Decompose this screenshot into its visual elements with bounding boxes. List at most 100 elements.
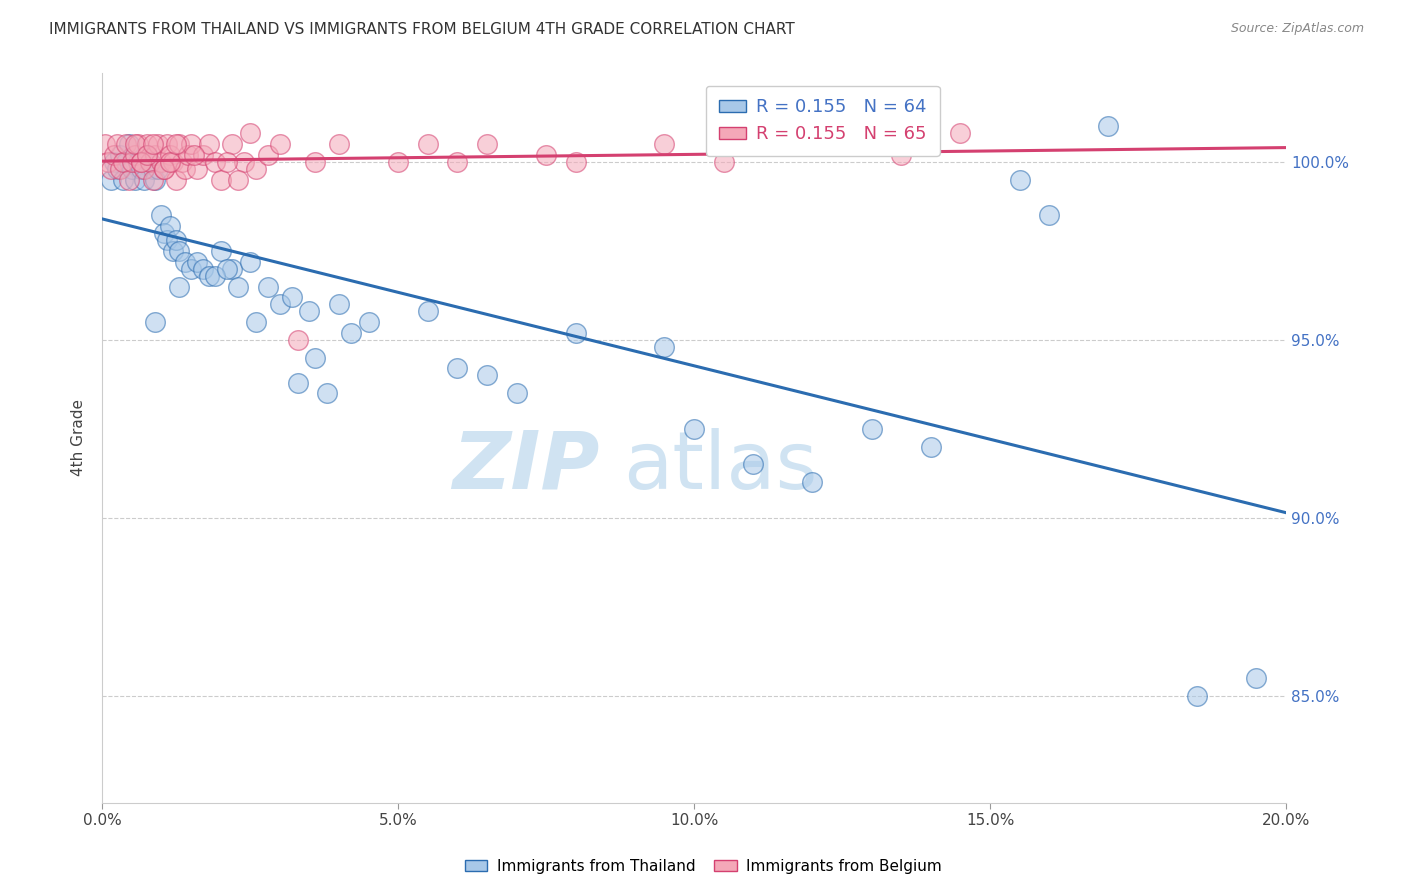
Point	[156, 137, 179, 152]
Point	[115, 137, 138, 152]
Point	[801, 475, 824, 490]
Point	[186, 254, 208, 268]
Point	[228, 279, 250, 293]
Point	[111, 155, 134, 169]
Point	[742, 458, 765, 472]
Point	[239, 254, 262, 268]
Point	[124, 137, 146, 152]
Point	[153, 162, 176, 177]
Y-axis label: 4th Grade: 4th Grade	[72, 400, 86, 476]
Point	[108, 148, 131, 162]
Point	[105, 137, 128, 152]
Point	[1097, 120, 1119, 134]
Point	[534, 148, 557, 162]
Point	[304, 155, 326, 169]
Point	[148, 137, 170, 152]
Point	[228, 173, 250, 187]
Point	[118, 173, 141, 187]
Point	[162, 155, 184, 169]
Point	[801, 137, 824, 152]
Legend: Immigrants from Thailand, Immigrants from Belgium: Immigrants from Thailand, Immigrants fro…	[458, 853, 948, 880]
Point	[141, 173, 163, 187]
Point	[103, 155, 125, 169]
Point	[287, 333, 309, 347]
Point	[564, 155, 586, 169]
Point	[111, 173, 134, 187]
Point	[94, 137, 117, 152]
Point	[257, 148, 280, 162]
Point	[257, 279, 280, 293]
Point	[180, 137, 202, 152]
Point	[165, 173, 187, 187]
Point	[1246, 671, 1268, 685]
Point	[159, 219, 181, 233]
Point	[100, 173, 122, 187]
Point	[127, 137, 149, 152]
Point	[159, 155, 181, 169]
Point	[204, 268, 226, 283]
Point	[209, 173, 232, 187]
Point	[145, 173, 167, 187]
Text: IMMIGRANTS FROM THAILAND VS IMMIGRANTS FROM BELGIUM 4TH GRADE CORRELATION CHART: IMMIGRANTS FROM THAILAND VS IMMIGRANTS F…	[49, 22, 794, 37]
Point	[1185, 689, 1208, 703]
Point	[153, 226, 176, 240]
Point	[446, 155, 468, 169]
Point	[162, 244, 184, 258]
Point	[475, 368, 498, 383]
Point	[138, 155, 160, 169]
Point	[1008, 173, 1031, 187]
Point	[148, 162, 170, 177]
Point	[328, 297, 350, 311]
Point	[269, 297, 291, 311]
Point	[115, 155, 138, 169]
Point	[328, 137, 350, 152]
Point	[304, 351, 326, 365]
Point	[129, 155, 152, 169]
Point	[860, 422, 883, 436]
Point	[127, 155, 149, 169]
Point	[890, 148, 912, 162]
Point	[654, 137, 676, 152]
Point	[280, 290, 302, 304]
Point	[209, 244, 232, 258]
Point	[180, 261, 202, 276]
Point	[215, 261, 238, 276]
Point	[416, 137, 439, 152]
Point	[167, 279, 190, 293]
Point	[298, 304, 321, 318]
Point	[118, 137, 141, 152]
Point	[145, 148, 167, 162]
Point	[416, 304, 439, 318]
Point	[124, 148, 146, 162]
Point	[221, 137, 243, 152]
Point	[103, 148, 125, 162]
Point	[153, 162, 176, 177]
Point	[564, 326, 586, 340]
Point	[135, 137, 157, 152]
Point	[269, 137, 291, 152]
Point	[141, 137, 163, 152]
Point	[138, 155, 160, 169]
Point	[129, 162, 152, 177]
Point	[150, 155, 173, 169]
Point	[197, 137, 219, 152]
Point	[150, 208, 173, 222]
Point	[475, 137, 498, 152]
Point	[141, 162, 163, 177]
Point	[949, 127, 972, 141]
Point	[159, 148, 181, 162]
Point	[183, 148, 205, 162]
Point	[100, 162, 122, 177]
Point	[191, 261, 214, 276]
Point	[129, 155, 152, 169]
Point	[1038, 208, 1060, 222]
Text: atlas: atlas	[623, 428, 817, 506]
Point	[172, 155, 194, 169]
Point	[97, 155, 120, 169]
Point	[135, 148, 157, 162]
Point	[135, 148, 157, 162]
Point	[124, 173, 146, 187]
Point	[191, 148, 214, 162]
Point	[233, 155, 256, 169]
Text: Source: ZipAtlas.com: Source: ZipAtlas.com	[1230, 22, 1364, 36]
